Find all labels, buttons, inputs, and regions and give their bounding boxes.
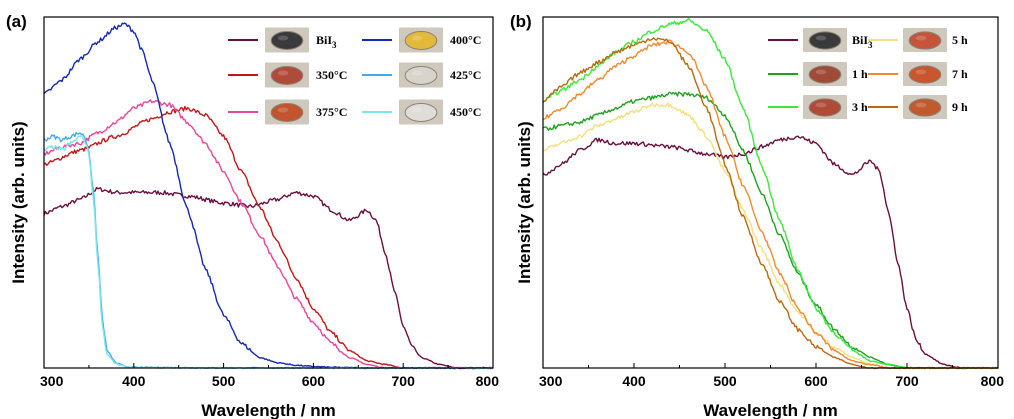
- sample-powder: [908, 65, 942, 84]
- x-tick-label: 300: [40, 373, 64, 389]
- legend-label: 375°C: [316, 105, 347, 119]
- legend: BiI3 350°C 375°C 400°C 425°C 450°C: [228, 27, 481, 125]
- sample-powder: [908, 98, 942, 117]
- x-tick-label: 400: [622, 373, 646, 389]
- series-line-375c: [43, 99, 494, 370]
- x-tick-label: 600: [804, 373, 828, 389]
- sample-powder: [270, 31, 304, 50]
- x-tick-label: 500: [713, 373, 737, 389]
- x-axis-title: Wavelength / nm: [703, 401, 837, 419]
- x-tick-label: 300: [539, 373, 563, 389]
- sample-highlight: [915, 35, 927, 41]
- legend-item: 7 h: [868, 62, 968, 86]
- legend-item: 450°C: [362, 99, 481, 125]
- x-axis-title: Wavelength / nm: [201, 401, 335, 419]
- sample-highlight: [815, 69, 827, 75]
- series-line-7h: [542, 39, 999, 370]
- legend-label: BiI3: [316, 33, 337, 50]
- legend-item: 9 h: [868, 95, 968, 119]
- x-tick-label: 700: [895, 373, 919, 389]
- x-tick-label: 800: [476, 373, 500, 389]
- legend: BiI3 1 h 3 h 5 h 7 h 9 h: [768, 28, 968, 119]
- sample-highlight: [915, 69, 927, 75]
- sample-powder: [404, 31, 438, 50]
- series-line-350c: [43, 105, 494, 370]
- sample-powder: [404, 66, 438, 85]
- panel-a: (a) 300 400 500 600 700 800 Wavelength / nm Inte…: [6, 12, 499, 419]
- sample-highlight: [277, 70, 289, 76]
- legend-item: 1 h: [768, 62, 868, 86]
- legend-item: BiI3: [228, 27, 337, 53]
- sample-powder: [270, 103, 304, 122]
- sample-powder: [404, 103, 438, 122]
- sample-highlight: [411, 35, 423, 41]
- panel-b: (b) 300 400 500 600 700 800 Wavelength / nm Inte…: [510, 12, 1004, 419]
- legend-label: 450°C: [450, 105, 481, 119]
- legend-label: 1 h: [852, 67, 868, 81]
- y-axis-title: Intensity (arb. units): [9, 121, 28, 283]
- sample-highlight: [411, 70, 423, 76]
- series-line-bii3: [43, 186, 494, 370]
- legend-label: 350°C: [316, 68, 347, 82]
- legend-label: 9 h: [952, 100, 968, 114]
- legend-label: 5 h: [952, 33, 968, 47]
- sample-powder: [270, 66, 304, 85]
- sample-highlight: [815, 102, 827, 108]
- sample-powder: [808, 65, 842, 84]
- legend-label: 400°C: [450, 33, 481, 47]
- sample-highlight: [277, 35, 289, 41]
- legend-item: 425°C: [362, 62, 481, 88]
- x-tick-label: 500: [212, 373, 236, 389]
- legend-label: BiI3: [852, 33, 873, 50]
- legend-label: 7 h: [952, 67, 968, 81]
- sample-powder: [808, 31, 842, 50]
- legend-item: 5 h: [868, 28, 968, 52]
- series-line-1h: [542, 91, 999, 370]
- legend-item: BiI3: [768, 28, 873, 52]
- legend-item: 3 h: [768, 95, 868, 119]
- sample-highlight: [411, 107, 423, 113]
- legend-label: 3 h: [852, 100, 868, 114]
- y-axis-title: Intensity (arb. units): [515, 121, 534, 283]
- sample-highlight: [815, 35, 827, 41]
- x-tick-label: 800: [981, 373, 1005, 389]
- sample-powder: [808, 98, 842, 117]
- panel-label: (a): [6, 12, 27, 31]
- x-tick-label: 400: [122, 373, 146, 389]
- legend-item: 375°C: [228, 99, 347, 125]
- sample-highlight: [915, 102, 927, 108]
- series-line-bii3: [542, 135, 999, 369]
- legend-label: 425°C: [450, 68, 481, 82]
- legend-item: 400°C: [362, 27, 481, 53]
- legend-item: 350°C: [228, 62, 347, 88]
- series-line-9h: [542, 37, 999, 370]
- sample-powder: [908, 31, 942, 50]
- x-tick-label: 600: [302, 373, 326, 389]
- x-tick-label: 700: [392, 373, 416, 389]
- panel-label: (b): [510, 12, 532, 31]
- sample-highlight: [277, 107, 289, 113]
